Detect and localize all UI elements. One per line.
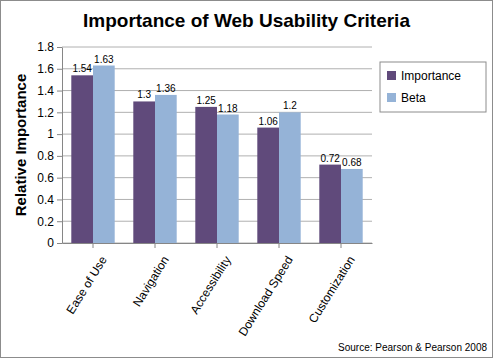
tick-label: Ease of Use — [63, 253, 110, 316]
tick-mark — [155, 243, 156, 248]
tick-mark — [57, 199, 62, 200]
x-axis: Ease of Use Navigation AccessibilityDownlo… — [63, 243, 373, 339]
tick-label: 0.4 — [37, 193, 54, 207]
data-label: 1.3 — [137, 89, 151, 100]
tick-label: 1.6 — [37, 62, 54, 76]
tick: 1.6 — [37, 62, 62, 76]
tick-mark — [57, 47, 62, 48]
grid-line — [62, 47, 372, 48]
tick-mark — [341, 243, 342, 248]
tick-label: 0.6 — [37, 171, 54, 185]
title: Importance of Web Usability Criteria — [83, 10, 410, 31]
tick: Customization — [306, 243, 358, 326]
tick: 0.4 — [37, 193, 62, 207]
bar — [195, 107, 217, 243]
tick-mark — [217, 243, 218, 248]
tick-mark — [57, 221, 62, 222]
tick-label: 0 — [47, 236, 54, 250]
bar — [71, 75, 93, 243]
tick-label: 0.2 — [37, 215, 54, 229]
tick: Navigation — [130, 243, 172, 309]
tick-label: Accessibility — [187, 254, 234, 317]
tick-label: 1.8 — [37, 40, 54, 54]
tick-label: 1.2 — [37, 106, 54, 120]
tick-mark — [57, 156, 62, 157]
tick: 0.6 — [37, 171, 62, 185]
y-axis-title: Relative Importance — [12, 74, 29, 217]
tick: Accessibility — [187, 243, 234, 316]
tick: 1.2 — [37, 106, 62, 120]
bar — [155, 95, 177, 243]
frame — [1, 1, 493, 358]
legend-swatch — [387, 93, 396, 102]
bar — [257, 128, 279, 243]
tick-mark — [57, 69, 62, 70]
tick: 0.8 — [37, 149, 62, 163]
tick-mark — [57, 178, 62, 179]
tick-label: 1 — [47, 127, 54, 141]
data-label: 1.36 — [156, 83, 176, 94]
tick: 1.4 — [37, 84, 62, 98]
data-label: 0.68 — [342, 157, 362, 168]
bar — [341, 169, 363, 243]
tick: 1 — [47, 127, 62, 141]
bar — [279, 112, 301, 243]
legend-box — [380, 62, 486, 112]
bars — [71, 66, 362, 243]
data-label: 0.72 — [320, 153, 340, 164]
tick-mark — [57, 134, 62, 135]
data-label: 1.25 — [196, 95, 216, 106]
tick-mark — [93, 243, 94, 248]
tick: 0 — [47, 236, 62, 250]
tick: Download Speed — [236, 243, 296, 339]
tick-label: Navigation — [130, 254, 172, 310]
chart: 1.541.31.251.060.721.631.361.181.20.6800… — [0, 0, 493, 358]
legend-label: Importance — [401, 69, 461, 83]
bar — [93, 66, 115, 243]
legend: Importance Beta — [380, 62, 486, 112]
grid — [62, 47, 372, 243]
data-labels: 1.54 1.3 1.25 1.06 0.72 1.63 1.36 1.18 1.2 0.68 — [72, 54, 362, 168]
data-label: 1.54 — [72, 63, 92, 74]
bar — [217, 115, 239, 243]
legend-label: Beta — [401, 91, 426, 105]
tick: 0.2 — [37, 215, 62, 229]
y-axis: 0 0.2 0.4 0.6 0.8 1 1.2 1.4 1.6 1.8 — [37, 40, 62, 250]
tick: 1.8 — [37, 40, 62, 54]
data-label: 1.2 — [283, 100, 297, 111]
data-label: 1.63 — [94, 54, 114, 65]
tick: Ease of Use — [63, 243, 110, 316]
tick-label: Customization — [306, 254, 358, 326]
tick-label: 0.8 — [37, 149, 54, 163]
tick-label: 1.4 — [37, 84, 54, 98]
tick-mark — [57, 243, 62, 244]
tick-label: Download Speed — [236, 254, 296, 339]
axis-line — [62, 48, 63, 244]
annotation: Source: Pearson & Pearson 2008 — [338, 342, 487, 353]
data-label: 1.18 — [218, 103, 238, 114]
tick-mark — [57, 91, 62, 92]
tick-mark — [57, 112, 62, 113]
tick-mark — [279, 243, 280, 248]
legend-swatch — [387, 71, 396, 80]
bar — [133, 101, 155, 243]
data-label: 1.06 — [258, 116, 278, 127]
bar — [319, 165, 341, 243]
